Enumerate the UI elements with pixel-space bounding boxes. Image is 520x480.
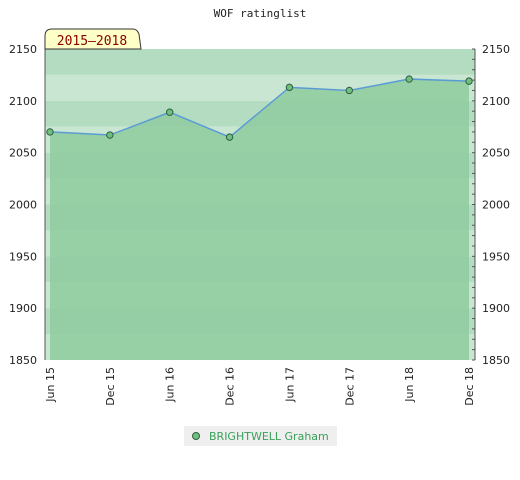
y-tick-label-right: 1850 [482, 354, 510, 367]
x-tick-label: Jun 17 [283, 367, 296, 403]
x-tick-label: Dec 15 [104, 367, 117, 406]
y-tick-label-left: 2000 [9, 199, 37, 212]
x-tick-label: Jun 15 [44, 367, 57, 403]
y-tick-label-right: 2050 [482, 147, 510, 160]
rating-line [49, 78, 470, 138]
legend: BRIGHTWELL Graham [184, 426, 337, 446]
y-tick-label-right: 1950 [482, 250, 510, 263]
data-point [225, 133, 234, 141]
x-tick-label: Dec 16 [224, 367, 237, 406]
y-tick-label-right: 2100 [482, 95, 510, 108]
legend-series-name: BRIGHTWELL Graham [209, 430, 329, 443]
range-label: 2015–2018 [57, 34, 127, 49]
chart-title: WOF ratinglist [214, 7, 307, 20]
data-point [285, 83, 294, 92]
right-axis-minor-ticks [472, 48, 475, 361]
y-tick-label-right: 2150 [482, 43, 510, 56]
y-tick-label-left: 2050 [9, 147, 37, 160]
data-point [465, 77, 473, 85]
x-tick-labels: Jun 15 Dec 15 Jun 16 Dec 16 Jun 17 Dec 17 Jun … [44, 367, 476, 406]
y-tick-label-left: 1850 [9, 354, 37, 367]
data-point [106, 131, 114, 139]
data-point [405, 75, 413, 83]
data-point [345, 86, 353, 95]
y-tick-label-left: 2150 [9, 43, 37, 56]
y-tick-label-left: 1900 [9, 302, 37, 315]
background-band [45, 49, 475, 75]
x-tick-label: Dec 17 [343, 367, 356, 406]
x-tick-label: Dec 18 [463, 367, 476, 406]
rating-area-fill [50, 79, 469, 361]
data-point [46, 128, 54, 136]
data-points [46, 75, 473, 141]
x-tick-label: Jun 16 [164, 367, 177, 403]
legend-marker [192, 432, 200, 440]
x-tick-label: Jun 18 [403, 367, 416, 403]
left-y-tick-labels: 1850 1900 1950 2000 2050 2100 2150 [9, 43, 37, 367]
right-y-tick-labels: 1850 1900 1950 2000 2050 2100 2150 [482, 43, 510, 367]
y-tick-label-right: 1900 [482, 302, 510, 315]
y-tick-label-right: 2000 [482, 199, 510, 212]
range-label-box: 2015–2018 [44, 28, 142, 50]
data-point [166, 108, 174, 116]
y-tick-label-left: 1950 [9, 250, 37, 263]
y-tick-label-left: 2100 [9, 95, 37, 108]
